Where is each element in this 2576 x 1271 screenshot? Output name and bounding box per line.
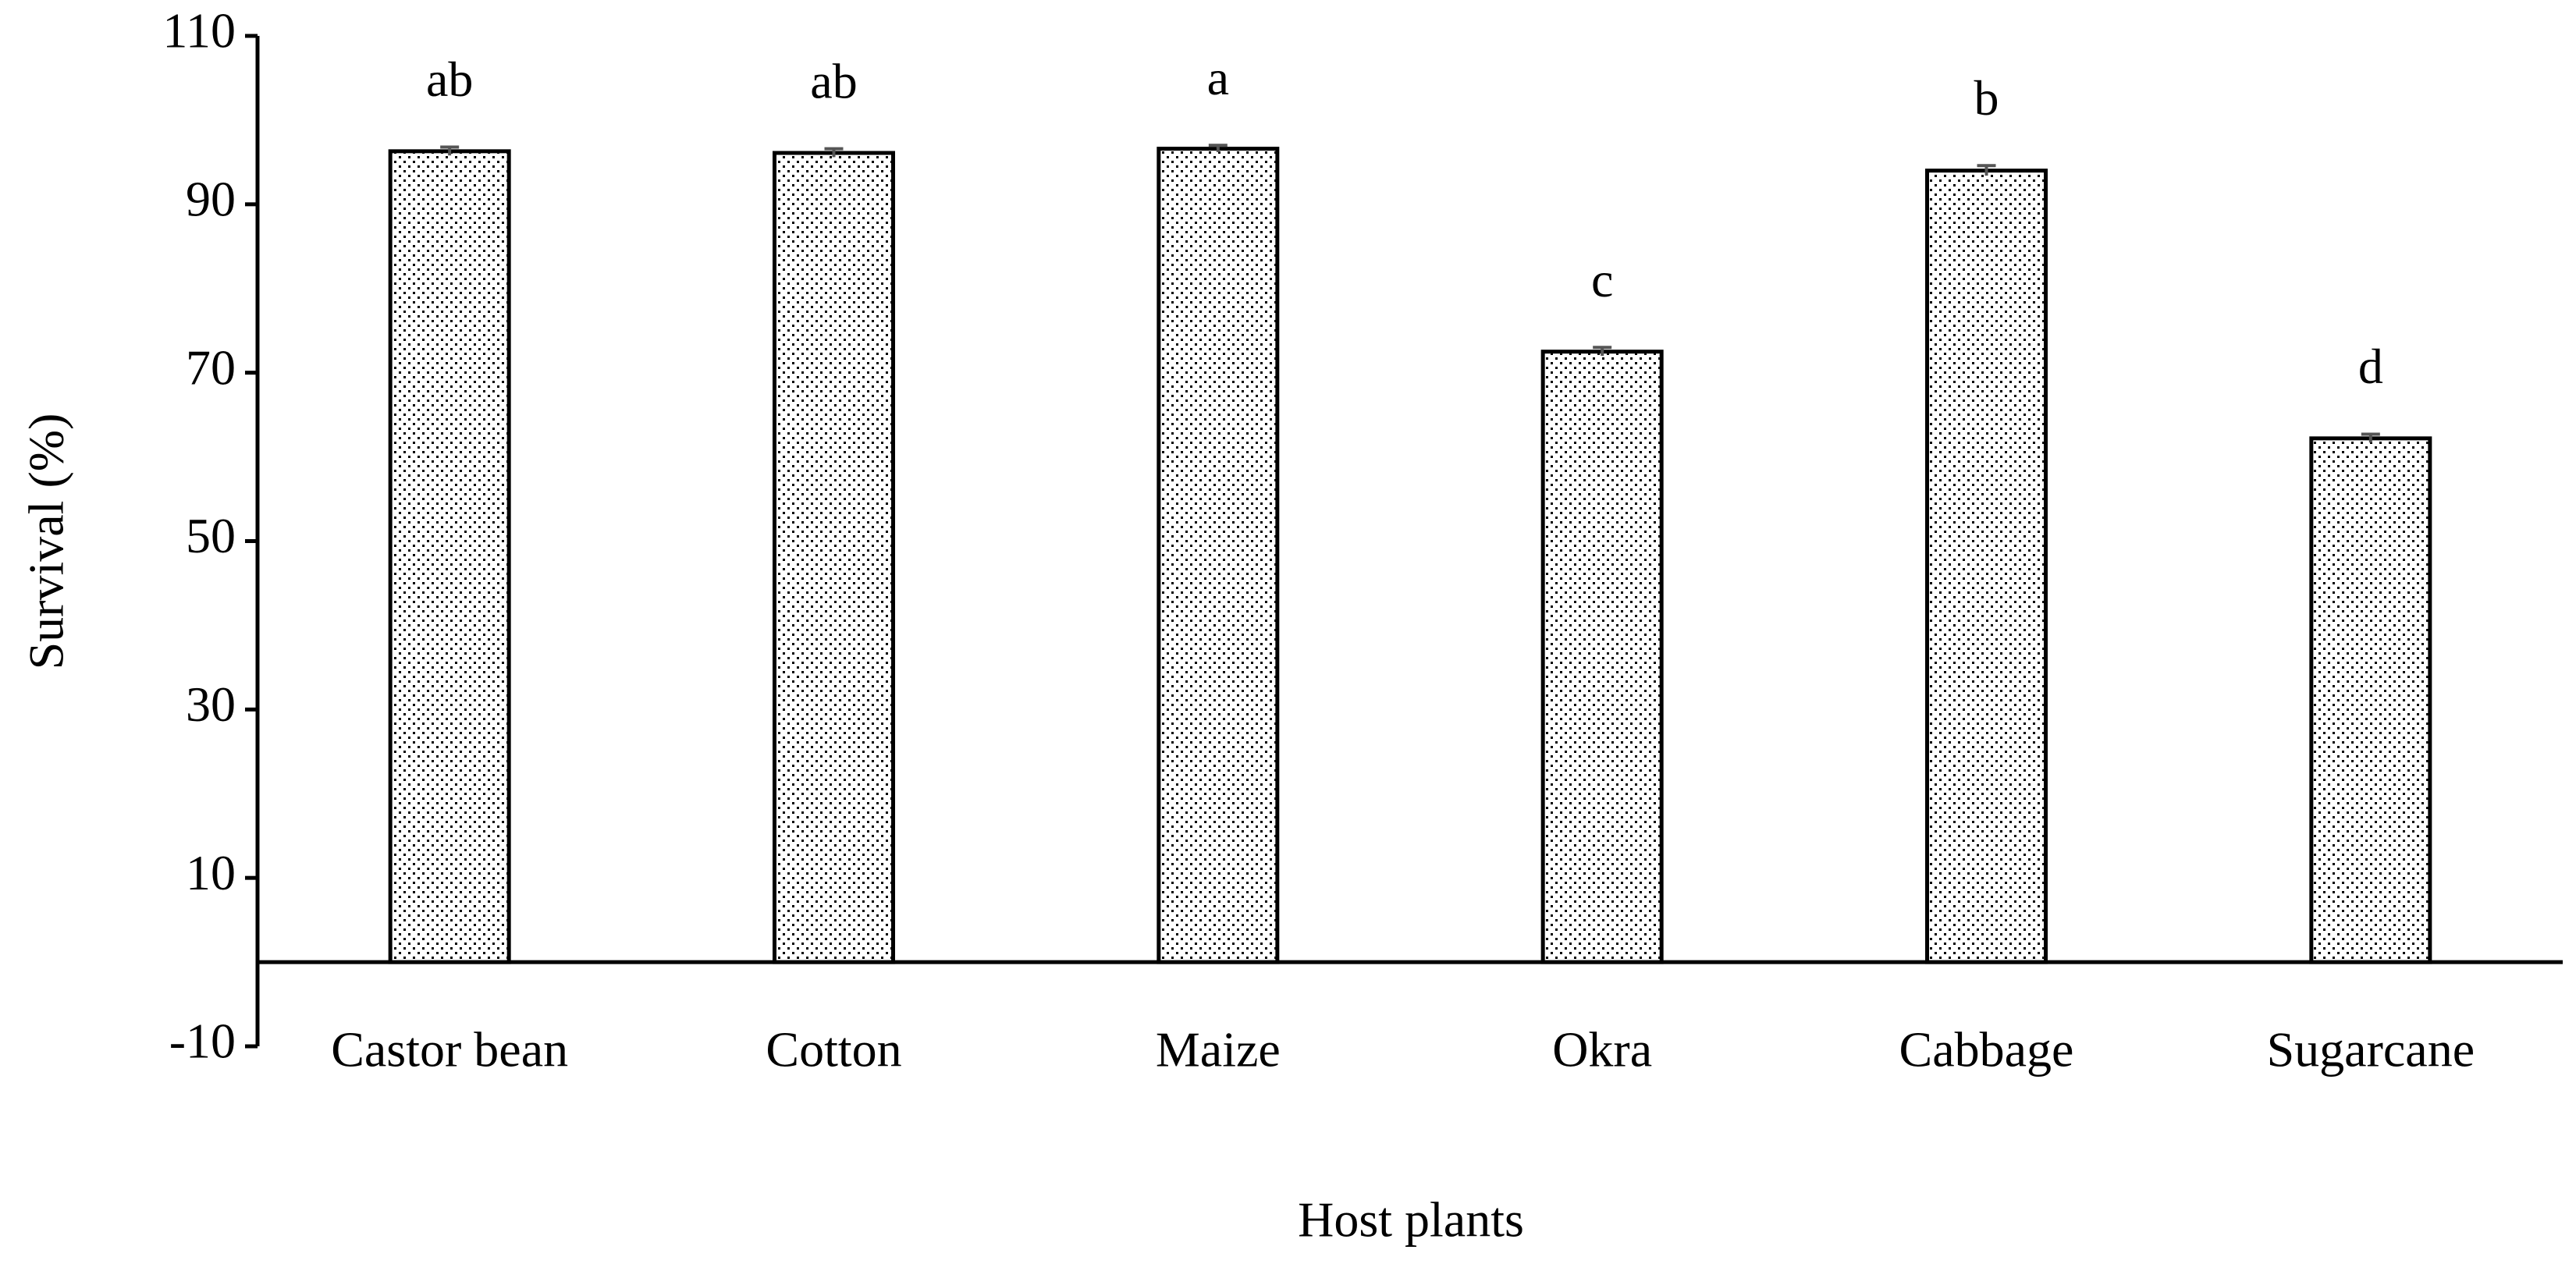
x-tick-label: Okra — [1552, 1022, 1652, 1078]
bar — [388, 149, 511, 964]
y-tick-label: -10 — [169, 1014, 236, 1069]
y-tick-label: 10 — [186, 845, 236, 900]
x-tick-label: Cabbage — [1899, 1022, 2074, 1078]
bar — [1157, 147, 1280, 964]
significance-letter: b — [1974, 70, 1999, 126]
x-tick-label: Cotton — [766, 1022, 901, 1078]
y-tick-label: 110 — [162, 3, 236, 59]
significance-letter: ab — [810, 53, 857, 108]
significance-letter: d — [2358, 339, 2383, 394]
x-tick-label: Sugarcane — [2267, 1022, 2475, 1078]
significance-letter: a — [1207, 50, 1229, 105]
significance-letter: c — [1591, 252, 1613, 307]
significance-letter: ab — [426, 51, 473, 107]
x-axis-title: Host plants — [1298, 1192, 1524, 1248]
bar — [1540, 350, 1664, 964]
y-axis-title: Survival (%) — [19, 414, 74, 670]
bar — [773, 151, 895, 964]
y-tick-label: 50 — [186, 508, 236, 563]
y-tick-label: 70 — [186, 339, 236, 395]
y-tick-label: 30 — [186, 676, 236, 732]
x-tick-label: Castor bean — [331, 1022, 568, 1078]
bar — [2309, 436, 2432, 964]
y-tick-label: 90 — [186, 172, 236, 227]
x-tick-label: Maize — [1156, 1022, 1281, 1078]
bar — [1925, 169, 2048, 964]
